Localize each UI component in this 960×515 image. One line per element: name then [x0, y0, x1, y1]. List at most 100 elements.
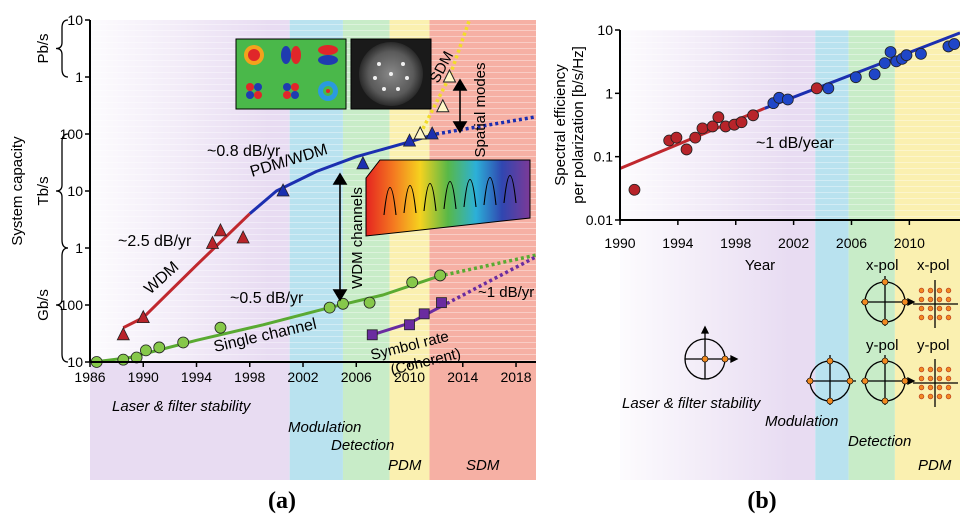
- qam-point-qamY-3: [945, 366, 952, 373]
- qam-point-qamY-6: [936, 375, 943, 382]
- marker-a-2-4: [153, 341, 166, 354]
- qam-point-qamX-6: [936, 296, 943, 303]
- marker-a-2-3: [140, 344, 152, 357]
- marker-b-0-0: [628, 183, 641, 196]
- y-tick-label-a-3: 10: [67, 183, 83, 199]
- marker-b-1-2: [781, 93, 794, 106]
- era-label-a-3: PDM: [388, 457, 422, 474]
- x-tick-label-b-5: 2010: [894, 235, 925, 251]
- marker-b-0-10: [735, 116, 748, 129]
- ticks-a: 1986 1990 1994 1998 2002 2006 2010 2014 2018 10 10…: [60, 12, 532, 385]
- marker-b-0-3: [680, 143, 693, 156]
- y-axis-label-b-line1: Spectral efficiency: [552, 64, 569, 186]
- panel-label-b: (b): [747, 488, 776, 514]
- ypol-label-1: y-pol: [866, 337, 899, 354]
- pdm-rate-label: ~0.8 dB/yr: [207, 143, 281, 160]
- trend-line-a-1: [248, 132, 437, 215]
- unit-label-a-1: Tb/s: [35, 176, 52, 205]
- x-tick-label-a-7: 2014: [447, 369, 478, 385]
- qam-point-qamX-7: [945, 296, 952, 303]
- marker-a-2-11: [434, 269, 447, 282]
- x-tick-label-a-0: 1986: [74, 369, 105, 385]
- axes-b: [619, 30, 960, 221]
- marker-a-4-0: [413, 125, 427, 140]
- x-tick-label-a-1: 1990: [128, 369, 159, 385]
- trend-line-a-7: [418, 19, 472, 135]
- qam-point-qamX-12: [918, 314, 925, 321]
- trend-line-a-4: [438, 253, 537, 278]
- marker-b-1-7: [884, 46, 897, 58]
- constellation-qpsk-mod: [806, 355, 856, 405]
- qam-point-qamX-9: [927, 305, 934, 312]
- marker-a-2-1: [117, 353, 130, 366]
- marker-b-0-12: [810, 82, 823, 95]
- y-tick-label-b-0: 10: [597, 22, 613, 38]
- qam-point-qamY-2: [936, 366, 943, 373]
- x-tick-label-a-4: 2002: [287, 369, 318, 385]
- mode-profiles-inset: [235, 38, 347, 110]
- qam-point-qamY-14: [936, 393, 943, 400]
- symbol-rate-trend-label: ~1 dB/yr: [478, 284, 534, 301]
- marker-a-3-1: [404, 319, 415, 331]
- x-tick-label-b-2: 1998: [720, 235, 751, 251]
- qam-point-qamY-7: [945, 375, 952, 382]
- marker-a-0-0: [116, 326, 130, 341]
- marker-a-2-9: [363, 296, 376, 309]
- single-rate-label: ~0.5 dB/yr: [230, 290, 304, 307]
- era-label-a-1: Modulation: [288, 419, 361, 436]
- marker-b-0-6: [706, 120, 719, 133]
- qam-point-qamX-5: [927, 296, 934, 303]
- marker-a-1-2: [402, 133, 417, 147]
- marker-a-2-7: [323, 301, 336, 314]
- y-tick-label-a-1: 100: [60, 297, 84, 313]
- qam-point-qamY-9: [927, 384, 934, 391]
- era-label-a-4: SDM: [466, 457, 500, 474]
- qam-point-qamY-15: [945, 393, 952, 400]
- qam-point-qamX-4: [918, 296, 925, 303]
- marker-a-0-1: [136, 309, 150, 324]
- wdm-channels-arrow: [332, 172, 348, 302]
- x-tick-label-a-2: 1994: [181, 369, 212, 385]
- x-tick-label-a-8: 2018: [500, 369, 531, 385]
- x-tick-label-b-3: 2002: [778, 235, 809, 251]
- fiber-cross-section-inset: [350, 38, 432, 110]
- marker-a-4-2: [442, 68, 457, 83]
- y-tick-label-a-2: 1: [75, 240, 83, 256]
- marker-a-4-1: [435, 98, 450, 113]
- qam-point-qamX-3: [945, 287, 952, 294]
- marker-b-0-4: [689, 131, 702, 144]
- marker-a-3-3: [436, 297, 447, 309]
- x-tick-label-a-5: 2006: [341, 369, 372, 385]
- marker-b-1-5: [868, 68, 881, 81]
- marker-a-0-3: [213, 222, 228, 237]
- marker-b-1-4: [849, 71, 862, 84]
- qam-point-qamY-13: [927, 393, 934, 400]
- x-tick-label-a-6: 2010: [394, 369, 425, 385]
- y-tick-label-b-1: 1: [605, 85, 613, 101]
- y-axis-label-b-line2: per polarization [b/s/Hz]: [570, 46, 587, 204]
- trend-line-a-0: [122, 212, 251, 330]
- unit-brace-a-1: [55, 133, 69, 249]
- era-label-b-2: Detection: [848, 433, 911, 450]
- data-marks-b: [628, 38, 960, 196]
- unit-label-a-2: Pb/s: [35, 33, 52, 63]
- qam-point-qamY-1: [927, 366, 934, 373]
- y-tick-label-b-3: 0.01: [586, 212, 613, 228]
- marker-b-0-5: [696, 122, 709, 135]
- qam-point-qamX-14: [936, 314, 943, 321]
- unit-brace-a-2: [55, 19, 69, 78]
- trend-line-a-2: [435, 115, 537, 136]
- y-tick-label-a-6: 10: [67, 12, 83, 28]
- marker-b-0-11: [747, 109, 760, 122]
- constellation-diagrams: x-pol x-pol y-pol y-pol: [684, 257, 958, 407]
- xpol-label-1: x-pol: [866, 257, 899, 274]
- wdm-rate-label: ~2.5 dB/yr: [118, 233, 192, 250]
- qam-point-qamY-4: [918, 375, 925, 382]
- qam-point-qamX-1: [927, 287, 934, 294]
- qam-point-qamX-0: [918, 287, 925, 294]
- y-tick-label-a-0: 10: [67, 354, 83, 370]
- qam-point-qamX-2: [936, 287, 943, 294]
- era-labels-a: Laser & filter stability ModulationDetect…: [112, 398, 500, 474]
